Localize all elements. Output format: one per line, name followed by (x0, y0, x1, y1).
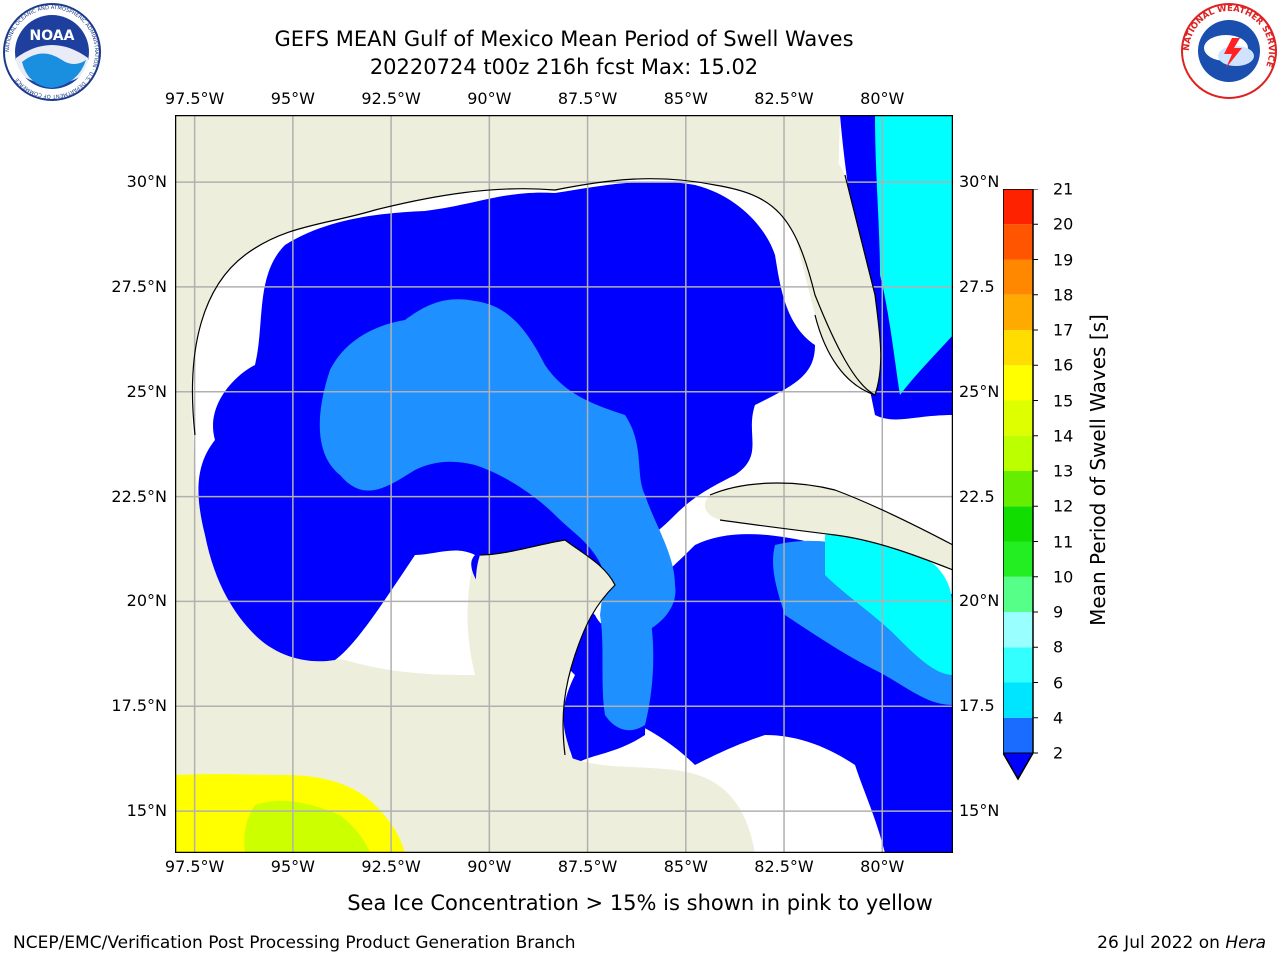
longitude-label: 97.5°W (164, 857, 225, 876)
longitude-label: 95°W (270, 857, 315, 876)
colorbar-segment (1003, 189, 1033, 225)
colorbar-segment (1003, 224, 1033, 260)
latitude-label: 30°N (959, 172, 1000, 192)
swell-field-4-6s (319, 299, 676, 635)
colorbar-tick-label: 6 (1053, 673, 1064, 692)
latitude-label: 20°N (126, 591, 167, 611)
florida (785, 135, 881, 395)
coastline-florida (814, 174, 882, 396)
colorbar-tick-label: 10 (1053, 567, 1074, 587)
latitude-label: 22.5 (959, 486, 995, 506)
longitude-label: 80°W (860, 857, 905, 876)
colorbar-segment (1003, 717, 1033, 753)
longitude-label: 92.5°W (361, 89, 421, 108)
colorbar-segment (1003, 541, 1033, 577)
latitude-label: 27.5°N (111, 276, 167, 296)
latitude-label: 27.5 (959, 276, 995, 296)
colorbar-tick-label: 9 (1053, 602, 1064, 622)
longitude-label: 92.5°W (361, 857, 421, 876)
longitude-label: 90°W (467, 857, 512, 876)
latitude-label: 25°N (126, 381, 167, 401)
colorbar-tick-label: 21 (1053, 179, 1074, 199)
sea-ice-note: Sea Ice Concentration > 15% is shown in … (347, 891, 933, 915)
swell-field-6-8s-caribbean (825, 534, 953, 675)
colorbar-tick-label: 20 (1053, 214, 1074, 234)
colorbar-tick-label: 16 (1053, 355, 1074, 375)
coastline-yucatan (479, 539, 616, 756)
yucatan (475, 540, 615, 763)
colorbar-tick-label: 19 (1053, 250, 1074, 269)
colorbar-segment (1003, 435, 1033, 471)
credit-date: 26 Jul 2022 on Hera (1097, 933, 1266, 953)
graticule (175, 115, 953, 853)
longitude-label: 85°W (663, 89, 708, 108)
latitude-label: 20°N (959, 591, 1000, 611)
longitude-label: 97.5°W (164, 89, 225, 108)
colorbar-segment (1003, 400, 1033, 436)
colorbar-label: Mean Period of Swell Waves [s] (1086, 314, 1110, 626)
longitude-label: 87.5°W (557, 857, 618, 876)
colorbar (1002, 188, 1063, 789)
colorbar-segment (1003, 259, 1033, 295)
longitude-label: 87.5°W (557, 89, 618, 108)
colorbar-segment (1003, 471, 1033, 507)
colorbar-tick-label: 4 (1053, 708, 1064, 728)
noaa-logo: NOAA NATIONAL OCEANIC AND ATMOSPHERIC AD… (3, 3, 101, 101)
colorbar-tick-label: 18 (1053, 285, 1074, 305)
cuba (704, 483, 953, 570)
chart-title: GEFS MEAN Gulf of Mexico Mean Period of … (274, 27, 854, 51)
colorbar-segment (1003, 682, 1033, 718)
map-canvas (174, 114, 954, 854)
latitude-label: 17.5°N (111, 696, 167, 716)
colorbar-segment (1003, 294, 1033, 330)
credit-host: Hera (1225, 933, 1266, 953)
latitude-label: 17.5 (959, 696, 995, 716)
longitude-label: 90°W (467, 89, 512, 108)
colorbar-segment (1003, 506, 1033, 542)
colorbar-extend-arrow (1002, 752, 1034, 781)
coastline-cuba (709, 482, 954, 571)
latitude-label: 22.5°N (111, 486, 167, 506)
colorbar-tick-label: 15 (1053, 391, 1074, 410)
chart-subtitle: 20220724 t00z 216h fcst Max: 15.02 (369, 55, 759, 79)
svg-text:NOAA: NOAA (30, 28, 75, 44)
colorbar-tick-label: 2 (1053, 743, 1064, 763)
colorbar-segment (1003, 365, 1033, 401)
colorbar-frame (1002, 188, 1034, 781)
ice-core-region (244, 800, 370, 853)
colorbar-segment (1003, 612, 1033, 648)
colorbar-tick-label: 11 (1053, 532, 1074, 551)
latitude-label: 30°N (126, 172, 167, 192)
nws-logo: NATIONAL WEATHER SERVICE (1181, 3, 1277, 99)
colorbar-tick-label: 17 (1053, 320, 1074, 340)
colorbar-segment (1003, 576, 1033, 612)
credit-date-text: 26 Jul 2022 on (1097, 933, 1226, 953)
colorbar-segment (1003, 330, 1033, 366)
colorbar-tick-label: 8 (1053, 637, 1064, 657)
map-panel (174, 114, 954, 854)
colorbar-tick-label: 13 (1053, 461, 1074, 481)
longitude-label: 82.5°W (754, 857, 814, 876)
latitude-label: 15°N (959, 801, 1000, 821)
longitude-label: 85°W (663, 857, 708, 876)
swell-field-4-6s-south (600, 575, 654, 731)
longitude-label: 80°W (860, 89, 905, 108)
latitude-label: 15°N (126, 801, 167, 821)
longitude-label: 95°W (270, 89, 315, 108)
colorbar-canvas (1002, 188, 1038, 781)
map-frame (174, 114, 954, 854)
coastline (191, 178, 876, 436)
credit-branch: NCEP/EMC/Verification Post Processing Pr… (13, 933, 576, 953)
honduras-coast (565, 755, 755, 853)
swell-field-6-8s-atlantic (875, 115, 953, 395)
latitude-label: 25°N (959, 381, 1000, 401)
colorbar-tick-label: 12 (1053, 496, 1074, 516)
longitude-label: 82.5°W (754, 89, 814, 108)
colorbar-tick-label: 14 (1053, 426, 1074, 446)
colorbar-segment (1003, 647, 1033, 683)
